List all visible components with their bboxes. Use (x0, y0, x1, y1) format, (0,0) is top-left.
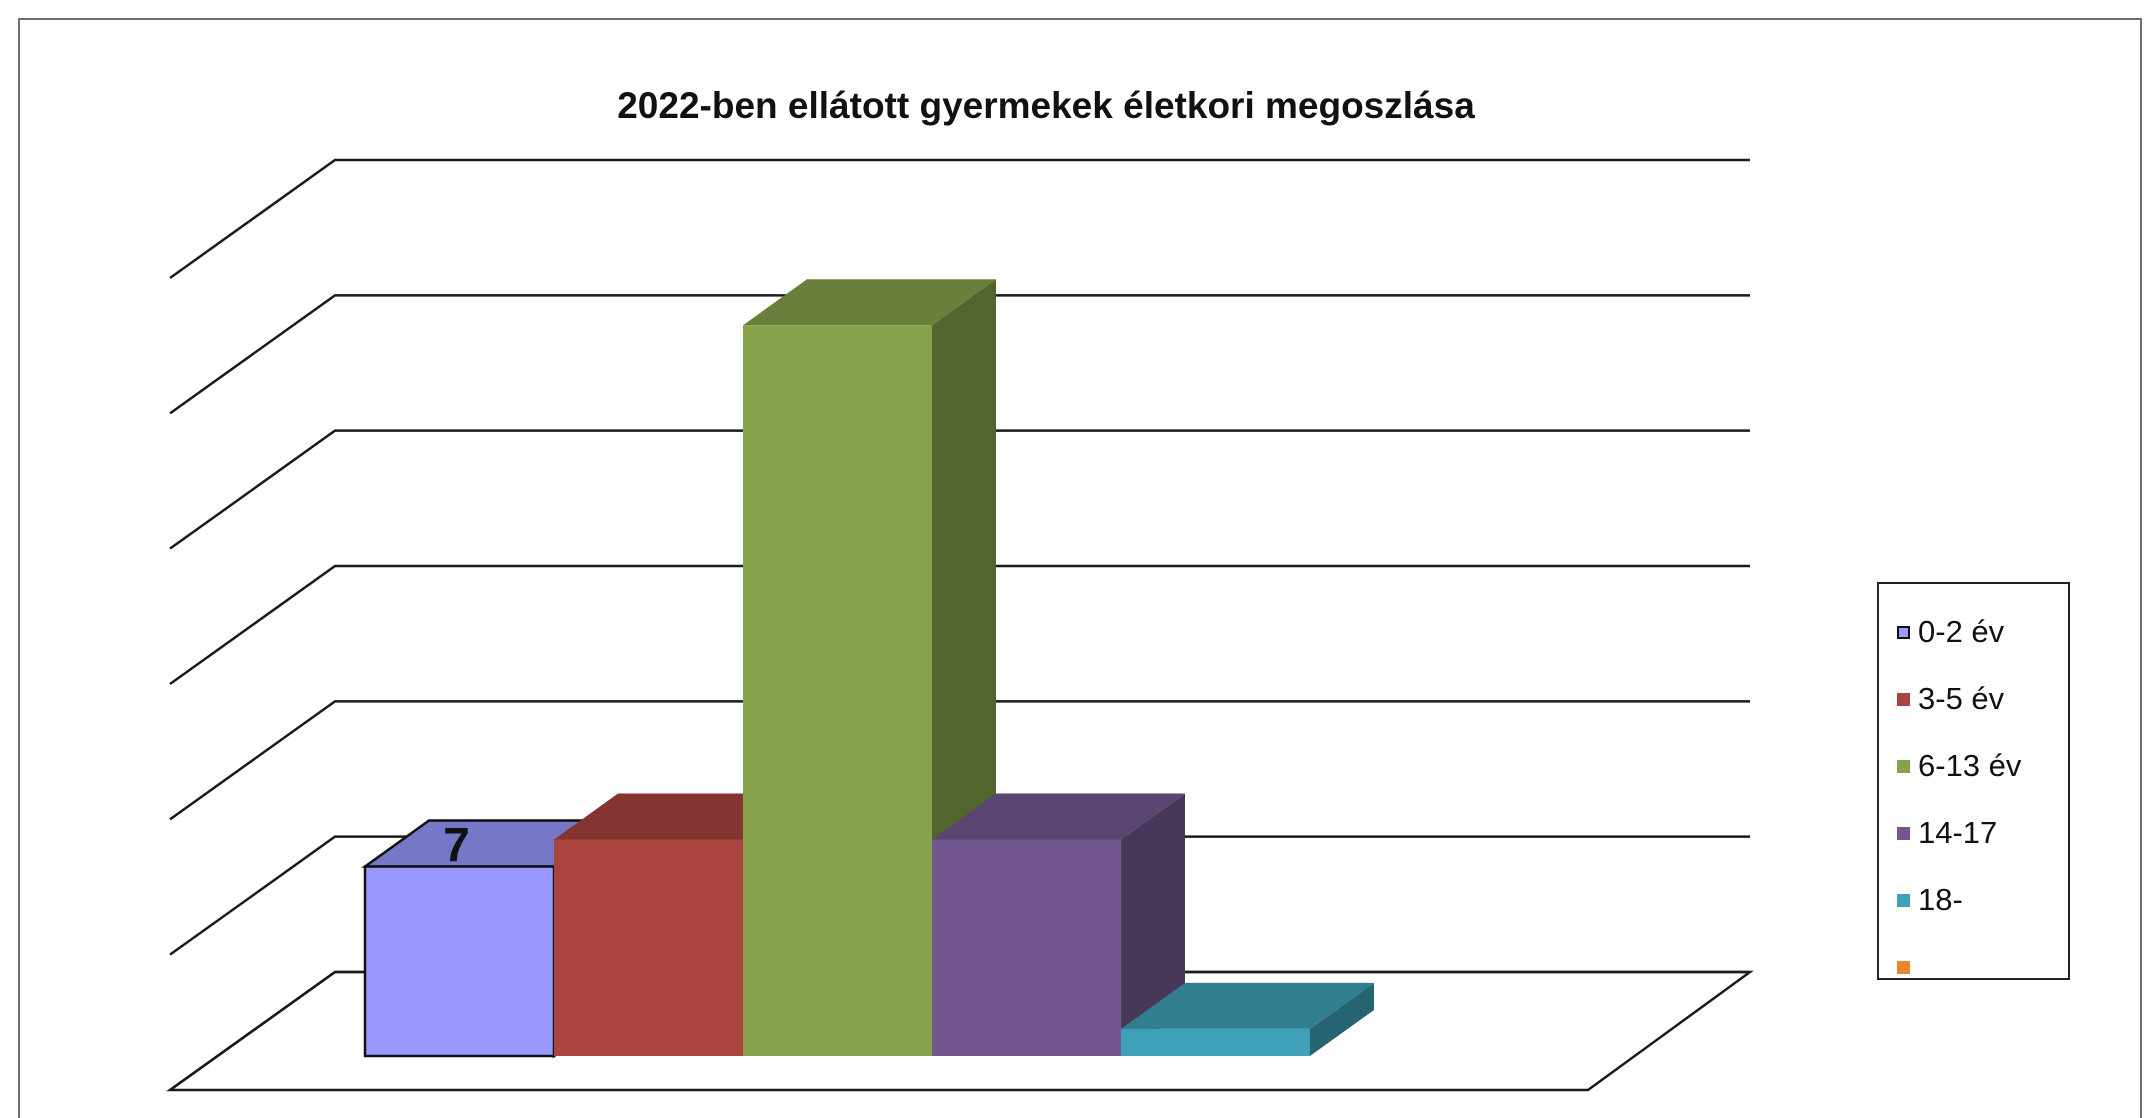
legend-label: 6-13 év (1918, 748, 2022, 783)
legend-swatch (1897, 625, 1910, 639)
gridline-10 (169, 700, 1750, 821)
legend-swatch (1897, 826, 1910, 840)
chart-title: 2022-ben ellátott gyermekek életkori meg… (617, 85, 1475, 126)
chart-floor (166, 970, 1754, 1092)
gridline-25 (169, 294, 1750, 415)
gridline-20 (169, 429, 1750, 550)
gridline-5 (169, 835, 1750, 956)
legend-swatch (1897, 893, 1910, 907)
gridline-30 (169, 158, 1750, 280)
legend-swatch (1897, 960, 1910, 974)
legend-item-3: 6-13 év (1897, 746, 2021, 786)
grid-layer (166, 158, 1754, 1092)
bar-18- (1121, 982, 1374, 1056)
gridline-15 (169, 564, 1750, 686)
data-label-0: 7 (443, 820, 470, 873)
legend-label: 14-17 (1918, 815, 1998, 850)
legend-label: 18- (1918, 882, 1963, 917)
legend-item-4: 14-17 (1897, 813, 1997, 853)
legend-swatch (1897, 759, 1910, 773)
legend-label: 0-2 év (1918, 614, 2005, 649)
legend: 0-2 év 3-5 év 6-13 év 14-17 18- (1877, 582, 2070, 980)
legend-swatch (1897, 692, 1910, 706)
legend-item-5: 18- (1897, 880, 1963, 920)
legend-item-6 (1897, 947, 1918, 987)
data-label-layer: 7 (443, 820, 470, 873)
legend-item-1: 0-2 év (1897, 612, 2004, 652)
bar-14-17 (932, 793, 1185, 1056)
bar-layer (361, 279, 1374, 1059)
legend-item-2: 3-5 év (1897, 679, 2004, 719)
legend-label: 3-5 év (1918, 681, 2005, 716)
